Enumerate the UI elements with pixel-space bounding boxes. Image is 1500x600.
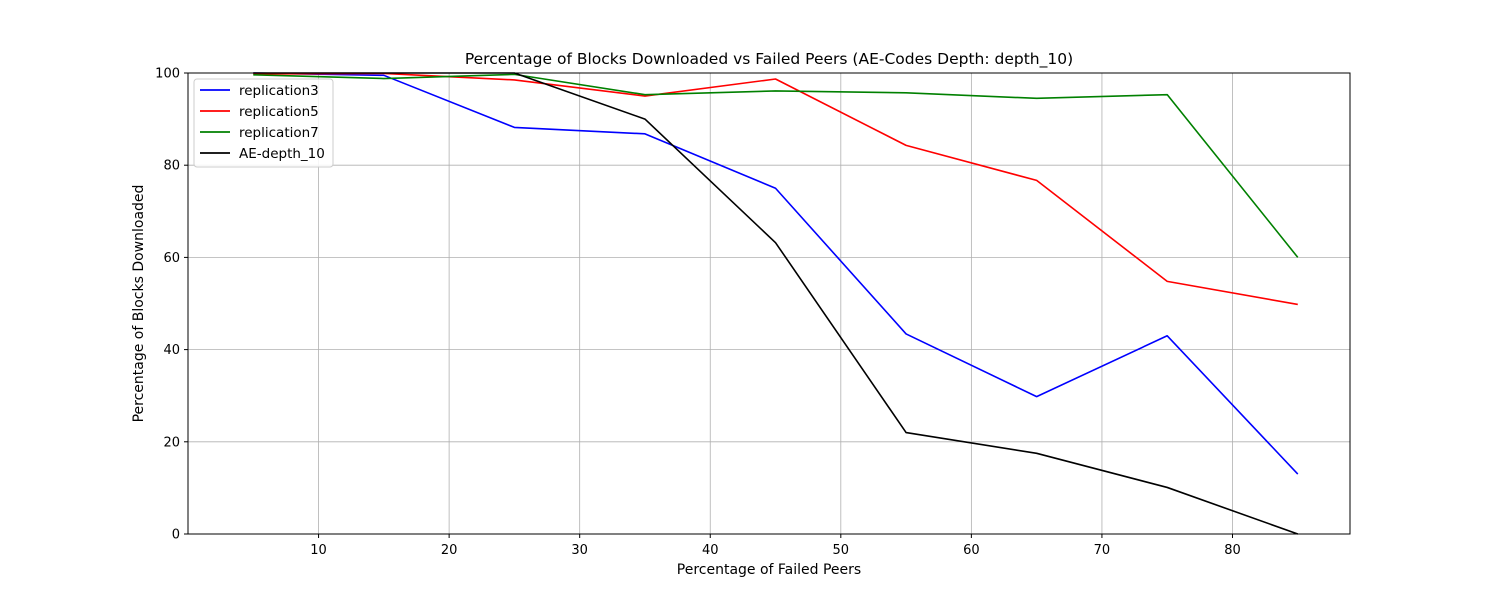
- legend-label: AE-depth_10: [239, 146, 325, 162]
- y-axis-label: Percentage of Blocks Downloaded: [131, 185, 147, 423]
- x-tick-label: 10: [310, 543, 327, 558]
- legend: replication3 replication5 replication7 AE-d…: [193, 78, 334, 168]
- y-tick-label: 20: [163, 435, 180, 450]
- y-tick-label: 0: [172, 528, 180, 543]
- x-tick-label: 40: [702, 543, 719, 558]
- chart-title: Percentage of Blocks Downloaded vs Faile…: [465, 50, 1073, 69]
- legend-label: replication5: [239, 104, 319, 120]
- series-lines: [253, 72, 1299, 535]
- x-tick-label: 60: [963, 543, 980, 558]
- y-tick-label: 80: [163, 159, 180, 174]
- plot-area: [188, 73, 1350, 534]
- x-axis-label: Percentage of Failed Peers: [677, 562, 861, 578]
- grid-lines: [188, 73, 1350, 534]
- x-tick-label: 70: [1094, 543, 1111, 558]
- legend-box: [193, 78, 334, 168]
- plot-frame: [187, 72, 1351, 535]
- y-axis-ticks: 0 20 40 60 80 100: [155, 67, 188, 543]
- series-line-replication5: [253, 72, 1298, 306]
- x-tick-label: 30: [571, 543, 588, 558]
- series-line-replication7: [253, 73, 1299, 258]
- y-tick-label: 100: [155, 67, 180, 82]
- x-axis-ticks: 10 20 30 40 50 60 70 80: [310, 534, 1241, 558]
- series-line-replication3: [253, 72, 1299, 475]
- y-tick-label: 40: [163, 343, 180, 358]
- legend-label: replication3: [239, 83, 319, 99]
- legend-label: replication7: [239, 125, 319, 141]
- x-tick-label: 80: [1224, 543, 1241, 558]
- y-tick-label: 60: [163, 251, 180, 266]
- x-tick-label: 50: [833, 543, 850, 558]
- x-tick-label: 20: [441, 543, 458, 558]
